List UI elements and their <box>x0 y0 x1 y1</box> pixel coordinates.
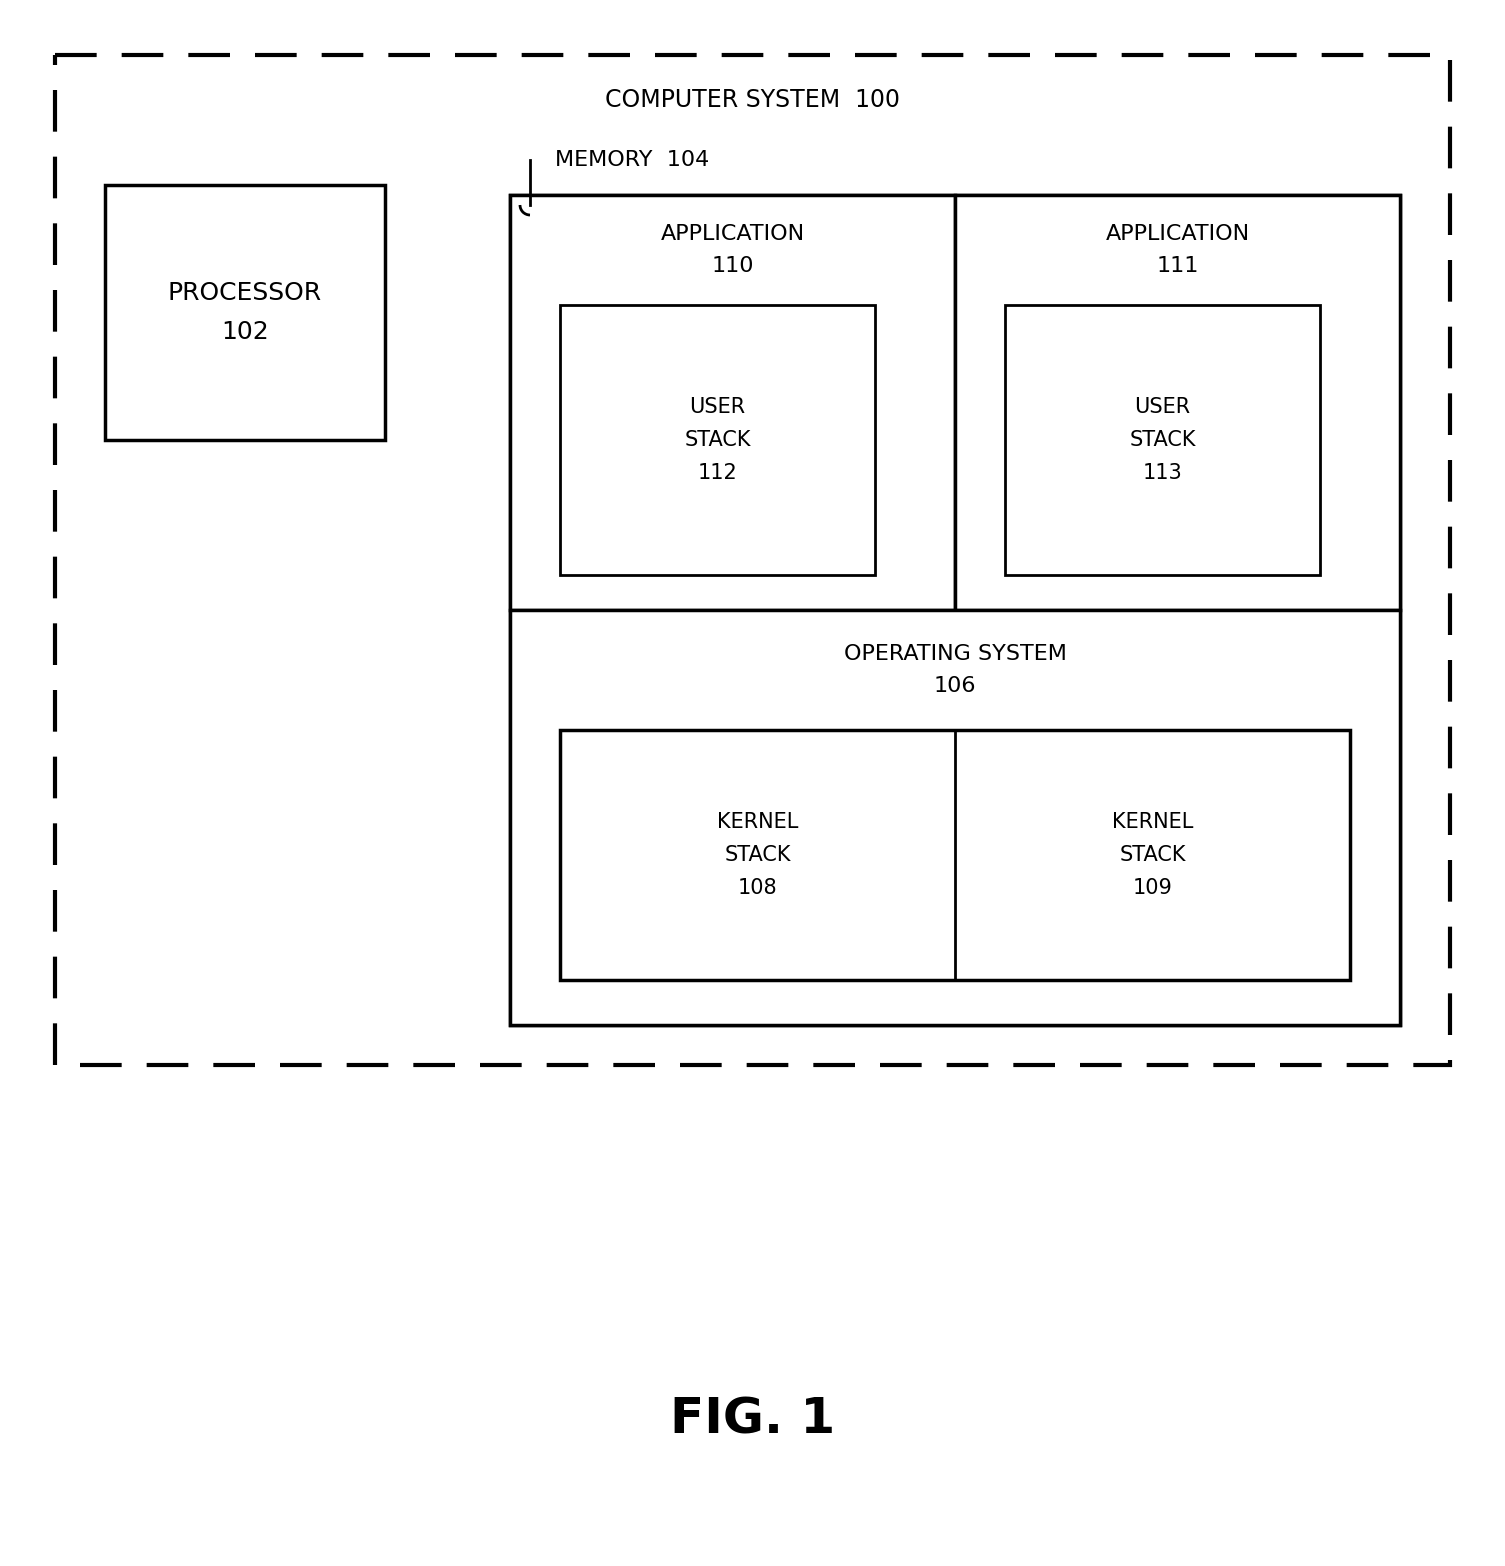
Bar <box>105 185 385 440</box>
Bar <box>510 196 1400 1026</box>
Bar <box>560 730 1350 980</box>
Text: MEMORY  104: MEMORY 104 <box>555 150 709 171</box>
Text: USER
STACK
112: USER STACK 112 <box>685 398 751 482</box>
Text: APPLICATION
110: APPLICATION 110 <box>661 224 805 277</box>
Text: KERNEL
STACK
108: KERNEL STACK 108 <box>716 813 798 897</box>
Text: KERNEL
STACK
109: KERNEL STACK 109 <box>1112 813 1193 897</box>
Text: USER
STACK
113: USER STACK 113 <box>1129 398 1196 482</box>
Bar <box>56 55 1449 1065</box>
Bar <box>510 611 1400 1026</box>
Text: OPERATING SYSTEM
106: OPERATING SYSTEM 106 <box>844 644 1067 697</box>
Text: COMPUTER SYSTEM  100: COMPUTER SYSTEM 100 <box>605 88 900 113</box>
Bar <box>560 305 874 575</box>
Text: APPLICATION
111: APPLICATION 111 <box>1106 224 1249 277</box>
Text: FIG. 1: FIG. 1 <box>670 1395 835 1444</box>
Text: PROCESSOR
102: PROCESSOR 102 <box>169 280 322 345</box>
Bar <box>510 196 956 611</box>
Bar <box>1005 305 1320 575</box>
Bar <box>956 196 1400 611</box>
